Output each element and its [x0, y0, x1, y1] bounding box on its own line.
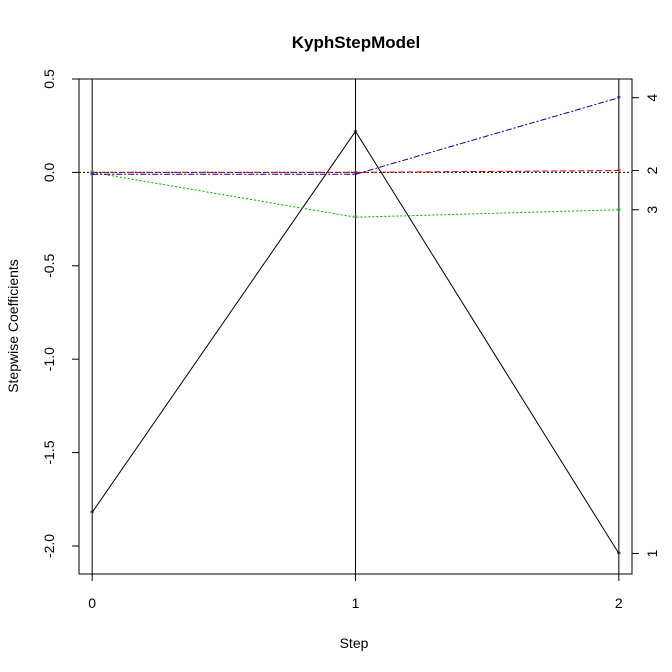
series-3-point-2: *: [617, 207, 622, 217]
y-axis-label: Stepwise Coefficients: [5, 259, 21, 393]
right-tick-label-4: 4: [644, 94, 660, 102]
series-line-4: [92, 97, 619, 175]
series-4-point-2: *: [617, 95, 622, 105]
x-tick-label-1: 1: [352, 595, 360, 611]
y-tick-label-4: -1.5: [41, 440, 57, 464]
series-1-point-1: *: [353, 128, 358, 138]
y-tick-label-1: 0.0: [41, 162, 57, 182]
x-tick-label-0: 0: [88, 595, 96, 611]
series-line-3: [92, 171, 619, 218]
right-tick-label-2: 2: [644, 166, 660, 174]
y-tick-label-5: -2.0: [41, 534, 57, 558]
y-tick-label-0: 0.5: [41, 69, 57, 89]
series-2-point-2: *: [617, 168, 622, 178]
series-4-point-0: *: [90, 171, 95, 181]
series-line-2: [92, 170, 619, 173]
series-2-point-1: *: [353, 169, 358, 179]
series-3-point-1: *: [353, 214, 358, 224]
series-3-point-0: *: [90, 169, 95, 179]
series-line-1: [91, 130, 620, 554]
series-4-point-1: *: [353, 171, 358, 181]
x-tick-label-2: 2: [615, 595, 623, 611]
right-tick-label-3: 3: [644, 206, 660, 214]
series-1-point-0: *: [90, 509, 95, 519]
y-tick-label-2: -0.5: [41, 254, 57, 278]
series-1-point-2: *: [617, 550, 622, 560]
x-axis-label: Step: [340, 635, 369, 651]
y-tick-label-3: -1.0: [41, 347, 57, 371]
chart-title: KyphStepModel: [292, 33, 420, 52]
series-2-point-0: *: [90, 169, 95, 179]
right-tick-label-1: 1: [644, 549, 660, 557]
